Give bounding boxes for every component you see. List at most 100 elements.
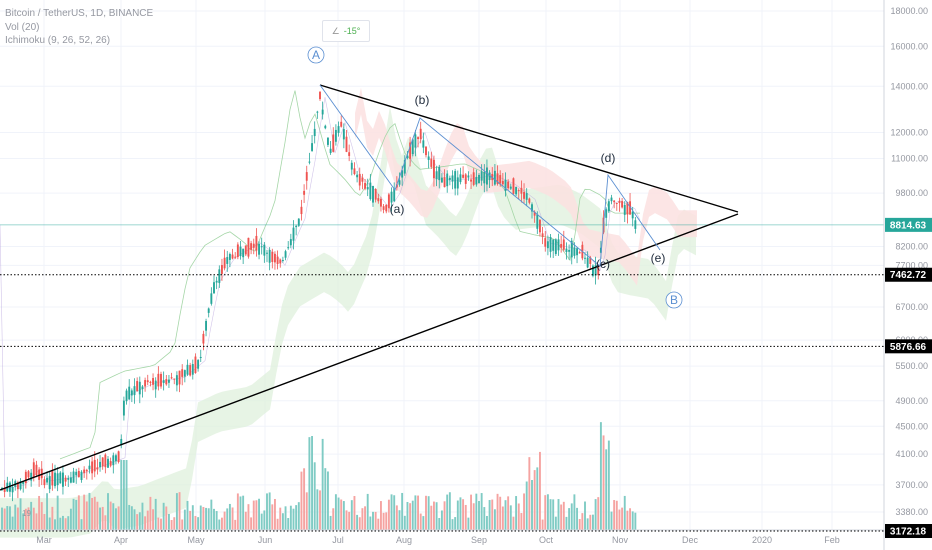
time-axis[interactable]: Mar Apr May Jun Jul Aug Sep Oct Nov Dec 2020 Feb 19	[0, 509, 884, 545]
volume-bar	[364, 506, 366, 530]
candle-body	[281, 259, 284, 261]
candle-body	[112, 455, 115, 466]
candle-body	[419, 128, 422, 140]
volume-bar	[40, 502, 43, 530]
candle-body	[327, 137, 329, 145]
volume-bar	[300, 471, 303, 530]
volume-bar	[403, 515, 406, 530]
volume-bar	[456, 500, 459, 530]
candle-body	[117, 451, 120, 463]
candle-body	[584, 257, 586, 259]
candle-body	[56, 473, 59, 486]
volume-bar	[75, 499, 78, 530]
candle-body	[99, 461, 101, 468]
candlesticks	[1, 91, 637, 502]
volume-indicator-label[interactable]: Vol (20)	[5, 22, 40, 33]
volume-bar	[512, 516, 515, 530]
price-tick-label: 8200.00	[895, 242, 928, 252]
candle-body	[496, 173, 499, 184]
price-axis[interactable]: 18000.00 16000.00 14000.00 12000.00 11000.00…	[883, 0, 932, 550]
volume-bar	[56, 495, 59, 530]
volume-bar	[303, 468, 306, 530]
candle-body	[549, 237, 552, 252]
volume-bar	[160, 518, 162, 530]
price-label-box	[885, 267, 932, 282]
time-tick-label: Jun	[258, 535, 273, 545]
candle-body	[54, 472, 56, 487]
wave-label: (c)	[596, 257, 610, 271]
volume-bar	[382, 512, 385, 530]
volume-bar	[623, 495, 626, 530]
candle-body	[141, 386, 144, 390]
angle-value: -15°	[343, 26, 361, 36]
candle-body	[525, 193, 528, 200]
volume-bar	[398, 510, 401, 530]
candle-body	[279, 259, 282, 264]
lower-trendline	[0, 213, 739, 491]
volume-bar	[592, 514, 594, 530]
candle-body	[425, 146, 427, 156]
candle-body	[629, 201, 631, 215]
volume-bar	[565, 516, 568, 530]
candle-body	[297, 218, 300, 226]
candle-body	[470, 179, 472, 182]
volume-bar	[417, 495, 419, 530]
volume-bar	[202, 506, 205, 530]
candle-body	[501, 180, 504, 185]
price-tick-label: 9800.00	[895, 188, 928, 198]
volume-bar	[613, 500, 616, 530]
candle-body	[332, 134, 335, 152]
price-tick-label: 3380.00	[895, 507, 928, 517]
volume-bar	[406, 501, 409, 530]
time-tick-label: Mar	[36, 535, 52, 545]
price-tick-label: 12000.00	[890, 127, 928, 137]
volume-bar	[425, 495, 427, 530]
volume-bar	[435, 502, 438, 530]
wave-label: (a)	[390, 202, 405, 216]
volume-bar	[334, 494, 337, 530]
volume-bar	[16, 507, 19, 530]
volume-bar	[597, 497, 600, 530]
volume-bar	[181, 519, 184, 530]
candle-body	[382, 206, 385, 210]
candle-body	[101, 457, 104, 467]
volume-bar	[30, 501, 33, 530]
volume-bar	[205, 507, 207, 530]
volume-bar	[281, 513, 284, 530]
candle-body	[223, 257, 226, 269]
volume-bar	[557, 499, 560, 530]
volume-bar	[599, 422, 602, 530]
volume-bar	[221, 517, 223, 530]
volume-bar	[77, 495, 80, 530]
candle-body	[146, 380, 149, 383]
candle-body	[247, 237, 250, 257]
candle-body	[27, 471, 30, 478]
volume-bar	[340, 499, 343, 530]
candle-body	[340, 121, 343, 127]
volume-bar	[634, 512, 637, 530]
candle-body	[387, 194, 390, 209]
candle-body	[568, 249, 571, 252]
candle-body	[228, 253, 231, 260]
candle-body	[181, 369, 184, 377]
candle-body	[607, 201, 610, 212]
time-tick-label: Oct	[539, 535, 554, 545]
volume-bar	[178, 492, 181, 530]
ichimoku-indicator-label[interactable]: Ichimoku (9, 26, 52, 26)	[5, 35, 111, 46]
volume-bar	[552, 499, 555, 530]
volume-bar	[199, 505, 202, 530]
candle-body	[345, 136, 348, 152]
price-label-box	[885, 217, 932, 232]
candle-body	[536, 214, 539, 229]
candle-body	[483, 172, 486, 184]
volume-bar	[228, 503, 231, 530]
volume-bar	[531, 480, 533, 530]
candle-body	[565, 248, 568, 253]
candle-body	[107, 458, 109, 468]
price-tick-label: 18000.00	[890, 6, 928, 16]
volume-bar	[414, 495, 417, 530]
candle-body	[313, 128, 316, 137]
volume-bar	[578, 519, 581, 530]
candle-body	[189, 365, 192, 376]
